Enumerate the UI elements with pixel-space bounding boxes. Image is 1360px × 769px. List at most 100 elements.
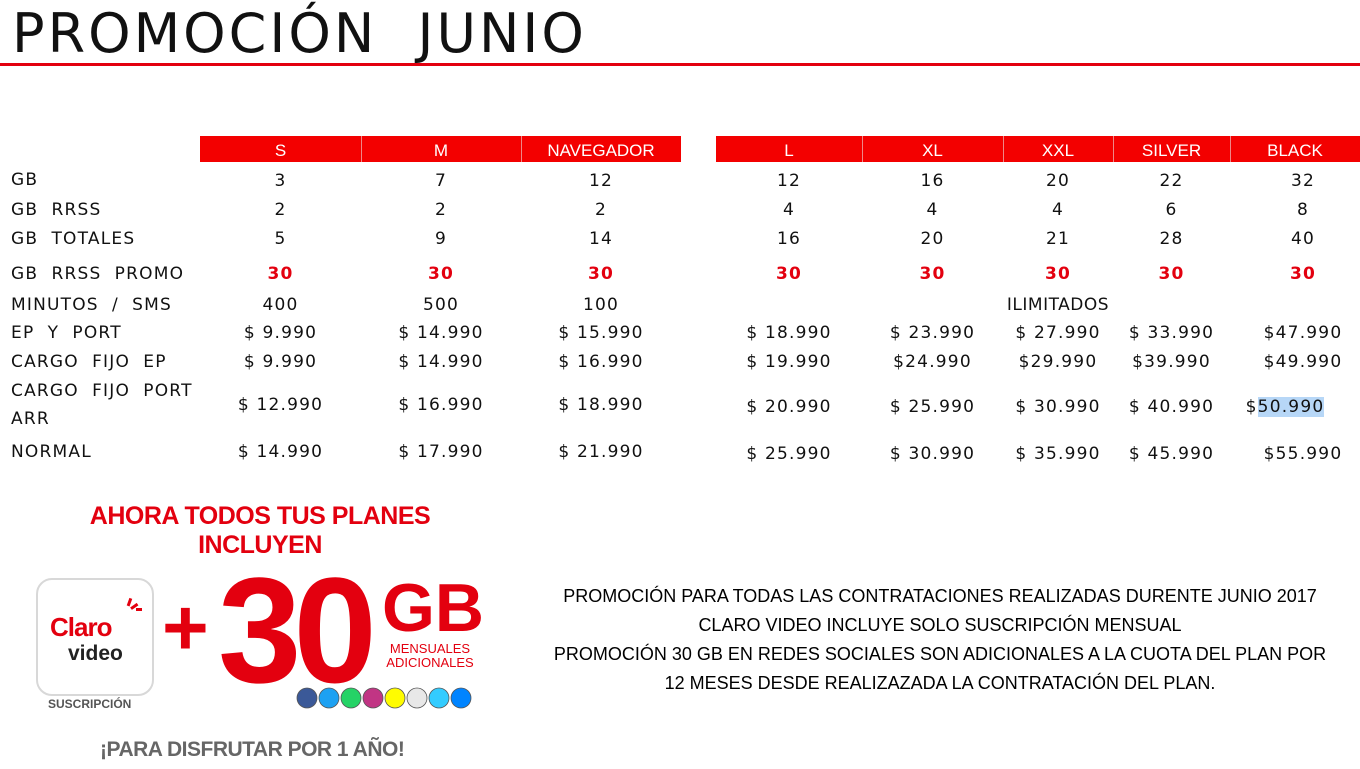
cell-left-cargo-ep: $ 9.990 [243,352,318,372]
cell-right-normal: $55.990 [1263,444,1343,464]
cell-left-gb-rrss: 2 [434,200,448,220]
cell-left-gb-totales: 5 [274,229,287,249]
plan-header-navegador: NAVEGADOR [547,141,655,160]
row-label-gb: GB [11,170,39,190]
cell-right-normal: $ 35.990 [1015,444,1101,464]
cell-right-cargo-port: $ 20.990 [746,397,832,417]
cell-left-cargo-port: $ 18.990 [558,395,644,415]
cell-right-gb-totales: 28 [1159,229,1184,249]
ad-headline: AHORA TODOS TUS PLANES [89,502,431,530]
cell-right-cargo-port: $50.990 [1230,397,1340,417]
plus-sign: + [162,583,209,672]
cell-left-minutos: 100 [582,295,620,315]
cell-right-cargo-ep: $49.990 [1263,352,1343,372]
cell-left-cargo-port: $ 12.990 [237,395,324,415]
cell-right-gb-rrss: 4 [1051,200,1065,220]
cell-right-gb-totales: 16 [776,229,802,249]
cell-right-ep-port: $ 18.990 [746,323,832,343]
note-line: 12 MESES DESDE REALIZAZADA LA CONTRATACI… [664,673,1216,693]
plan-header-black: BLACK [1267,141,1323,160]
header-divider [1230,136,1231,162]
header-divider [361,136,362,162]
messenger-icon [450,687,472,709]
header-divider [1113,136,1114,162]
ilimitados-label: ILIMITADOS [1006,295,1110,315]
cell-right-normal: $ 30.990 [889,444,976,464]
row-label-gb-rrss: GB RRSS [11,200,102,220]
claro-logo-mark-icon [126,597,142,611]
cell-left-ep-port: $ 9.990 [243,323,318,343]
cell-left-cargo-port: $ 16.990 [398,395,484,415]
plan-header-silver: SILVER [1141,141,1202,160]
header-divider [1003,136,1004,162]
cell-left-minutos: 400 [262,295,299,315]
waze-icon [428,687,450,709]
table-right-header-bar [716,136,1360,162]
mensuales-text: MENSUALES [389,641,471,656]
cell-right-gb-rrss: 8 [1296,200,1310,220]
cell-left-cargo-ep: $ 14.990 [398,352,484,372]
cell-right-gb: 32 [1290,171,1316,191]
adicionales-text: ADICIONALES [386,655,474,670]
cell-left-normal: $ 21.990 [558,442,644,462]
plan-header-xl: XL [922,141,943,160]
plan-header-s: S [274,141,287,160]
cell-right-ep-port: $ 23.990 [889,323,976,343]
plan-header-m: M [433,141,449,160]
cell-left-ep-port: $ 15.990 [558,323,644,343]
row-label-cargo-ep: CARGO FIJO EP [11,352,167,372]
logo-product: video [68,642,123,665]
title-underline [0,63,1360,66]
row-label-minutos: MINUTOS / SMS [11,295,172,315]
cell-left-gb: 12 [588,171,614,191]
cell-left-gb-rrss: 2 [594,200,608,220]
cell-left-minutos: 500 [422,295,460,315]
cell-left-normal: $ 17.990 [398,442,484,462]
ad-footer: ¡PARA DISFRUTAR POR 1 AÑO! [100,738,405,761]
logo-caption: SUSCRIPCIÓN [48,697,132,711]
cell-right-gb-totales: 20 [920,229,945,249]
promo-unit: GB [382,570,484,646]
cell-right-cargo-ep: $24.990 [893,352,972,372]
cell-right-gb: 12 [776,171,802,191]
cell-right-gb: 16 [920,171,945,191]
promo-amount: 30 [218,546,377,714]
row-label-gb-totales: GB TOTALES [11,229,136,249]
snapchat-icon [384,687,406,709]
row-label-gb-rrss-promo: GB RRSS PROMO [11,264,185,284]
cell-left-gb-rrss-promo: 30 [587,264,615,284]
row-label-normal: NORMAL [11,442,92,462]
cell-left-gb-totales: 9 [434,229,448,249]
cell-right-cargo-port: $ 40.990 [1128,397,1215,417]
cell-right-gb-rrss-promo: 30 [1044,264,1072,284]
cell-right-gb: 22 [1159,171,1184,191]
cell-right-cargo-port: $ 25.990 [889,397,976,417]
cell-right-cargo-port: $ 30.990 [1015,397,1101,417]
cell-left-gb: 3 [274,171,287,191]
promo-notes: PROMOCIÓN PARA TODAS LAS CONTRATACIONES … [520,582,1360,698]
header-divider [521,136,522,162]
note-line: PROMOCIÓN 30 GB EN REDES SOCIALES SON AD… [553,644,1327,664]
ad-headline-2: INCLUYEN [198,531,322,559]
facebook-icon [296,687,318,709]
row-label-cargo-port: CARGO FIJO PORT [11,381,193,401]
promo-ad: AHORA TODOS TUS PLANES INCLUYEN Claro vi… [0,490,500,769]
cell-right-cargo-ep: $29.990 [1018,352,1098,372]
selected-text[interactable]: 50.990 [1257,397,1325,417]
cell-left-normal: $ 14.990 [237,442,324,462]
cell-right-gb-totales: 40 [1290,229,1316,249]
instagram-icon [362,687,384,709]
whatsapp-icon [340,687,362,709]
line-icon [406,687,428,709]
cell-left-gb-totales: 14 [588,229,614,249]
cell-right-normal: $ 25.990 [746,444,832,464]
cell-left-gb: 7 [434,171,448,191]
promo-unit-caption: MENSUALES ADICIONALES [384,642,476,670]
cell-right-gb-rrss: 4 [782,200,796,220]
plan-header-l: L [784,141,794,160]
cell-left-gb-rrss: 2 [274,200,287,220]
cell-right-gb-rrss: 6 [1165,200,1178,220]
header-divider [862,136,863,162]
page-title: PROMOCIÓN JUNIO [12,2,587,65]
plan-header-xxl: XXL [1041,141,1075,160]
